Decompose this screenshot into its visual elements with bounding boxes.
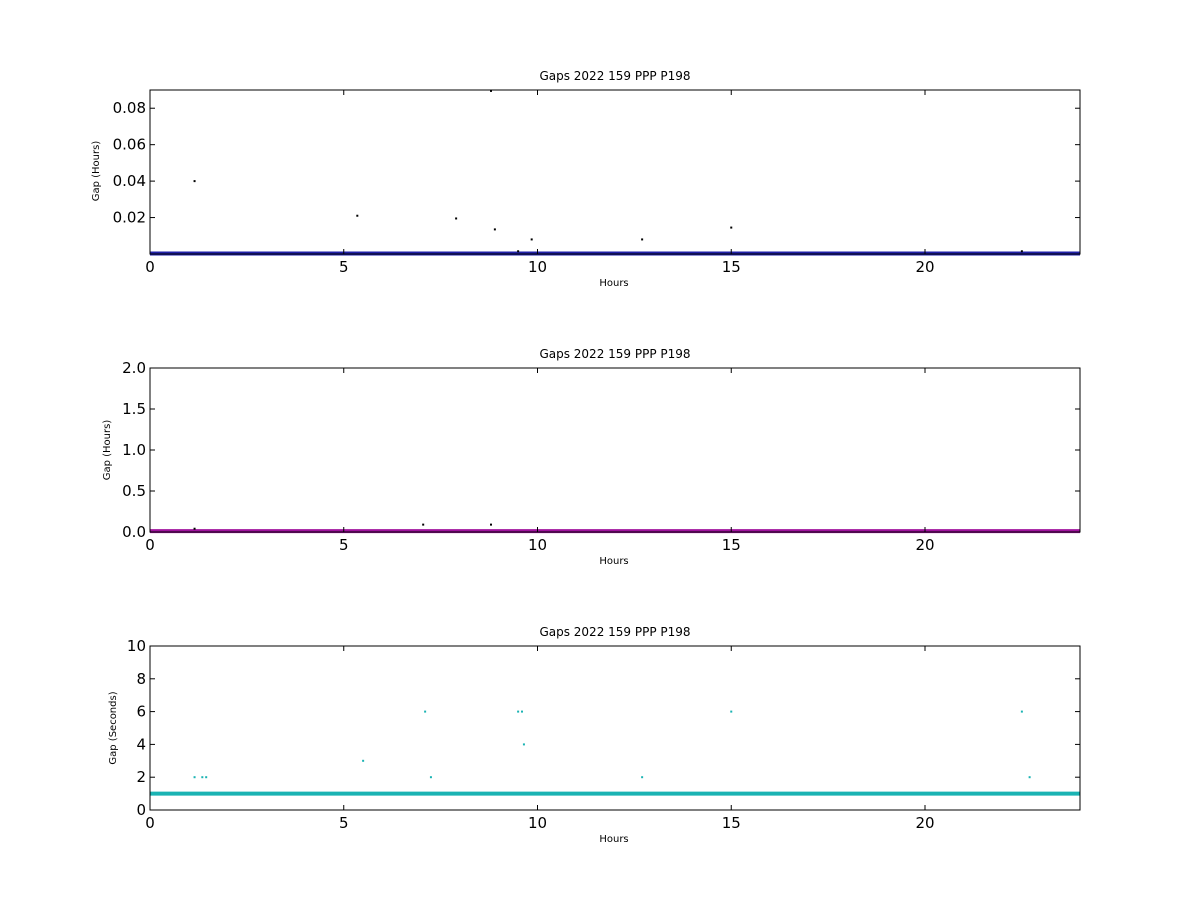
data-point-4 (493, 228, 496, 231)
data-point-2 (490, 523, 492, 526)
x-tick-label: 0 (145, 536, 155, 554)
y-axis-label: Gap (Hours) (102, 420, 113, 481)
data-point-1 (356, 214, 359, 217)
axes-frame (149, 89, 1081, 255)
data-point-8 (522, 743, 525, 746)
y-tick-label: 1.5 (122, 400, 146, 418)
data-point-9 (1020, 250, 1023, 253)
data-point-1 (201, 776, 204, 779)
y-tick-label: 10 (127, 637, 146, 655)
y-tick-label: 0 (136, 801, 146, 819)
data-point-9 (641, 776, 644, 779)
y-tick-label: 0.5 (122, 482, 146, 500)
data-point-2 (455, 217, 458, 220)
y-tick-label: 4 (136, 735, 146, 753)
data-point-11 (1020, 710, 1023, 713)
y-tick-label: 1.0 (122, 441, 146, 459)
gap-hours-chart-middle: Gaps 2022 159 PPP P198 Hours Gap (Hours)… (102, 347, 1081, 567)
data-point-3 (490, 89, 492, 92)
data-point-0 (193, 180, 196, 183)
x-tick-label: 15 (722, 814, 741, 832)
data-point-6 (517, 710, 520, 713)
x-tick-label: 15 (722, 258, 741, 276)
data-point-4 (424, 710, 427, 713)
data-point-0 (193, 527, 196, 530)
plot-area: 0 5 10 15 20 0 2 4 6 8 10 (127, 637, 1081, 832)
y-tick-label: 0.0 (122, 523, 146, 541)
data-point-5 (517, 250, 520, 253)
x-axis-label: Hours (599, 278, 628, 289)
x-tick-label: 15 (722, 536, 741, 554)
x-tick-label: 10 (528, 814, 547, 832)
y-axis-label: Gap (Hours) (91, 141, 102, 202)
data-point-8 (730, 226, 733, 229)
y-tick-label: 0.08 (113, 99, 146, 117)
y-tick-label: 6 (136, 703, 146, 721)
y-axis-label: Gap (Seconds) (108, 691, 119, 764)
x-axis-label: Hours (599, 834, 628, 845)
data-point-5 (429, 776, 432, 779)
y-tick-label: 2 (136, 768, 146, 786)
chart-title: Gaps 2022 159 PPP P198 (539, 69, 690, 83)
data-point-6 (530, 238, 533, 241)
plot-area: 0 5 10 15 20 0.02 0.04 0.06 0.08 (113, 89, 1081, 276)
data-point-3 (362, 759, 365, 762)
x-axis-label: Hours (599, 556, 628, 567)
y-tick-label: 0.06 (113, 136, 146, 154)
plot-area: 0 5 10 15 20 0.0 0.5 1.0 1.5 2.0 (122, 359, 1081, 554)
x-tick-label: 5 (339, 814, 349, 832)
x-tick-label: 10 (528, 258, 547, 276)
chart-title: Gaps 2022 159 PPP P198 (539, 625, 690, 639)
x-tick-label: 10 (528, 536, 547, 554)
x-tick-label: 20 (915, 258, 934, 276)
gap-seconds-chart-bottom: Gaps 2022 159 PPP P198 Hours Gap (Second… (108, 625, 1081, 845)
axes-frame (149, 645, 1081, 811)
y-tick-label: 8 (136, 670, 146, 688)
data-point-2 (205, 776, 208, 779)
data-point-10 (730, 710, 733, 713)
y-tick-label: 0.04 (113, 172, 146, 190)
y-tick-label: 0.02 (113, 209, 146, 227)
data-point-1 (422, 523, 425, 526)
y-tick-label: 2.0 (122, 359, 146, 377)
x-tick-label: 0 (145, 814, 155, 832)
data-point-12 (1028, 776, 1031, 779)
gap-hours-chart-top: Gaps 2022 159 PPP P198 Hours Gap (Hours)… (91, 69, 1081, 289)
x-tick-label: 0 (145, 258, 155, 276)
x-tick-label: 20 (915, 536, 934, 554)
chart-title: Gaps 2022 159 PPP P198 (539, 347, 690, 361)
x-tick-label: 5 (339, 536, 349, 554)
data-point-0 (193, 776, 196, 779)
data-point-7 (521, 710, 523, 713)
data-point-7 (641, 238, 644, 241)
x-tick-label: 5 (339, 258, 349, 276)
x-tick-label: 20 (915, 814, 934, 832)
